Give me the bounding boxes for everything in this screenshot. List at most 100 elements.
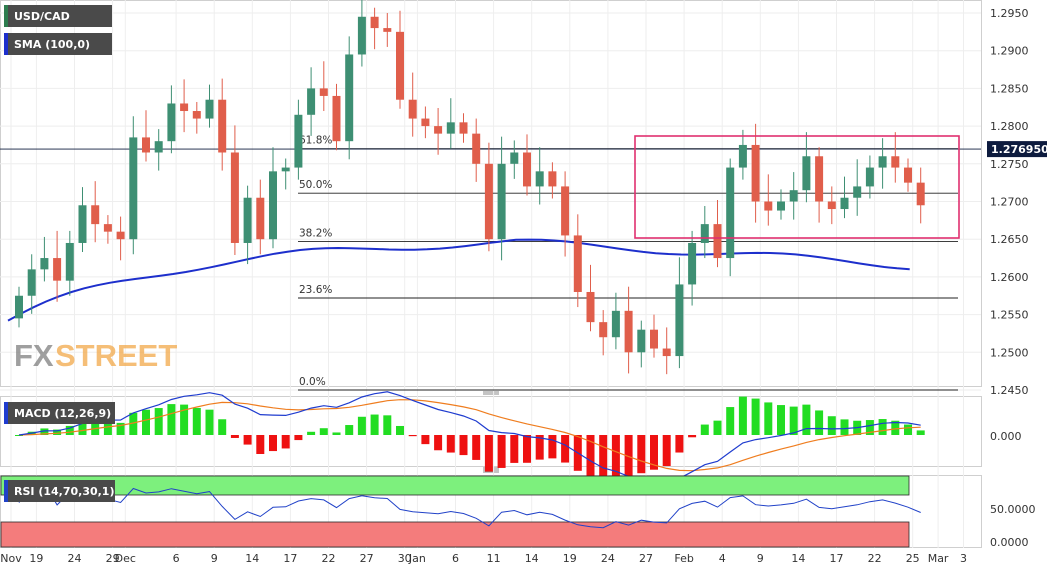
date-tick-label: 22: [868, 552, 882, 565]
date-tick-label: 27: [639, 552, 653, 565]
macd-histogram-bar: [192, 407, 201, 435]
macd-histogram-bar: [408, 435, 417, 437]
svg-text:MACD (12,26,9): MACD (12,26,9): [14, 407, 111, 420]
candle: [878, 138, 887, 189]
macd-histogram-bar: [878, 419, 887, 435]
svg-text:USD/CAD: USD/CAD: [14, 10, 70, 23]
candle: [751, 123, 760, 223]
candle: [319, 61, 328, 112]
price-tick-label: 1.2600: [990, 271, 1029, 284]
candle: [535, 147, 544, 205]
macd-histogram-bar: [827, 416, 836, 435]
date-tick-label: Feb: [674, 552, 693, 565]
macd-histogram-bar: [40, 428, 49, 435]
candle: [815, 147, 824, 223]
date-tick-label: 25: [906, 552, 920, 565]
fib-label: 61.8%: [299, 135, 332, 147]
date-tick-label: 19: [563, 552, 577, 565]
candle: [561, 171, 570, 257]
macd-histogram-bar: [650, 435, 658, 470]
candle: [599, 310, 608, 356]
candle: [15, 286, 23, 328]
candle: [865, 155, 874, 199]
date-tick-label: 14: [245, 552, 259, 565]
candle: [459, 113, 468, 143]
macd-histogram-bar: [421, 435, 430, 445]
macd-histogram-bar: [116, 422, 125, 435]
macd-histogram-bar: [218, 419, 227, 435]
price-tick-label: 1.2650: [990, 233, 1029, 246]
macd-histogram-bar: [916, 430, 925, 435]
fib-label: 0.0%: [299, 376, 326, 388]
macd-indicator-tag[interactable]: MACD (12,26,9): [4, 402, 115, 424]
macd-histogram-bar: [561, 435, 570, 463]
candle: [408, 72, 417, 137]
macd-histogram-bar: [586, 435, 595, 478]
macd-histogram-bar: [78, 419, 87, 435]
macd-histogram-bar: [815, 410, 824, 435]
candle: [116, 216, 125, 261]
date-tick-label: Nov: [0, 552, 22, 565]
fib-label: 38.2%: [299, 227, 332, 239]
macd-histogram-bar: [370, 414, 379, 435]
candle: [53, 230, 62, 302]
macd-histogram-bar: [688, 435, 697, 438]
macd-histogram-bar: [65, 425, 74, 435]
candle: [129, 116, 138, 255]
candle: [421, 106, 430, 139]
macd-histogram-bar: [662, 435, 671, 467]
candle: [370, 7, 379, 50]
candle: [764, 174, 773, 226]
svg-text:RSI (14,70,30,1): RSI (14,70,30,1): [14, 485, 114, 498]
candle: [789, 172, 798, 220]
candle: [243, 185, 252, 265]
macd-histogram-bar: [345, 425, 354, 435]
macd-histogram-bar: [904, 424, 912, 435]
candle: [548, 162, 557, 199]
candle: [345, 36, 354, 160]
date-tick-label: 22: [322, 552, 336, 565]
date-tick-label: 29: [106, 552, 120, 565]
rsi-indicator-tag[interactable]: RSI (14,70,30,1): [4, 480, 115, 502]
candle: [726, 158, 735, 277]
svg-text:1.276950: 1.276950: [991, 143, 1049, 156]
svg-text:SMA (100,0): SMA (100,0): [14, 38, 90, 51]
sma-indicator-tag[interactable]: SMA (100,0): [4, 33, 112, 55]
rsi-tick-label-50: 50.0000: [990, 503, 1036, 516]
candle: [281, 158, 290, 190]
macd-histogram-bar: [129, 412, 138, 435]
price-tick-label: 1.2700: [990, 196, 1029, 209]
macd-line: [18, 391, 921, 484]
candle: [142, 110, 150, 162]
candle: [586, 264, 595, 332]
macd-histogram-bar: [891, 420, 900, 435]
rsi-line: [18, 482, 921, 529]
candle: [713, 199, 722, 268]
candle: [91, 181, 100, 243]
date-tick-label: 17: [283, 552, 297, 565]
date-tick-label: 4: [719, 552, 726, 565]
candle: [688, 230, 697, 306]
candle: [675, 257, 684, 369]
candle: [472, 118, 481, 182]
candle: [192, 101, 201, 134]
candle: [180, 79, 189, 133]
rsi-oversold-zone: [0, 521, 910, 548]
macd-histogram-bar: [332, 432, 341, 435]
macd-histogram-bar: [611, 435, 620, 479]
macd-histogram-bar: [103, 420, 112, 435]
sma-100-line: [7, 238, 910, 322]
macd-histogram-bar: [180, 404, 189, 435]
macd-histogram-bar: [281, 435, 290, 449]
macd-histogram-bar: [319, 428, 328, 435]
macd-histogram-bar: [789, 406, 798, 435]
macd-histogram-bar: [840, 419, 849, 435]
symbol-tag[interactable]: USD/CAD: [4, 5, 112, 27]
candle: [510, 140, 519, 179]
rsi-tick-label-0: 0.0000: [990, 536, 1029, 549]
macd-histogram-bar: [484, 435, 493, 472]
price-tick-label: 1.2550: [990, 309, 1029, 322]
macd-histogram-bar: [243, 435, 252, 445]
candle: [662, 327, 671, 375]
macd-tick-label: 0.000: [990, 430, 1022, 443]
